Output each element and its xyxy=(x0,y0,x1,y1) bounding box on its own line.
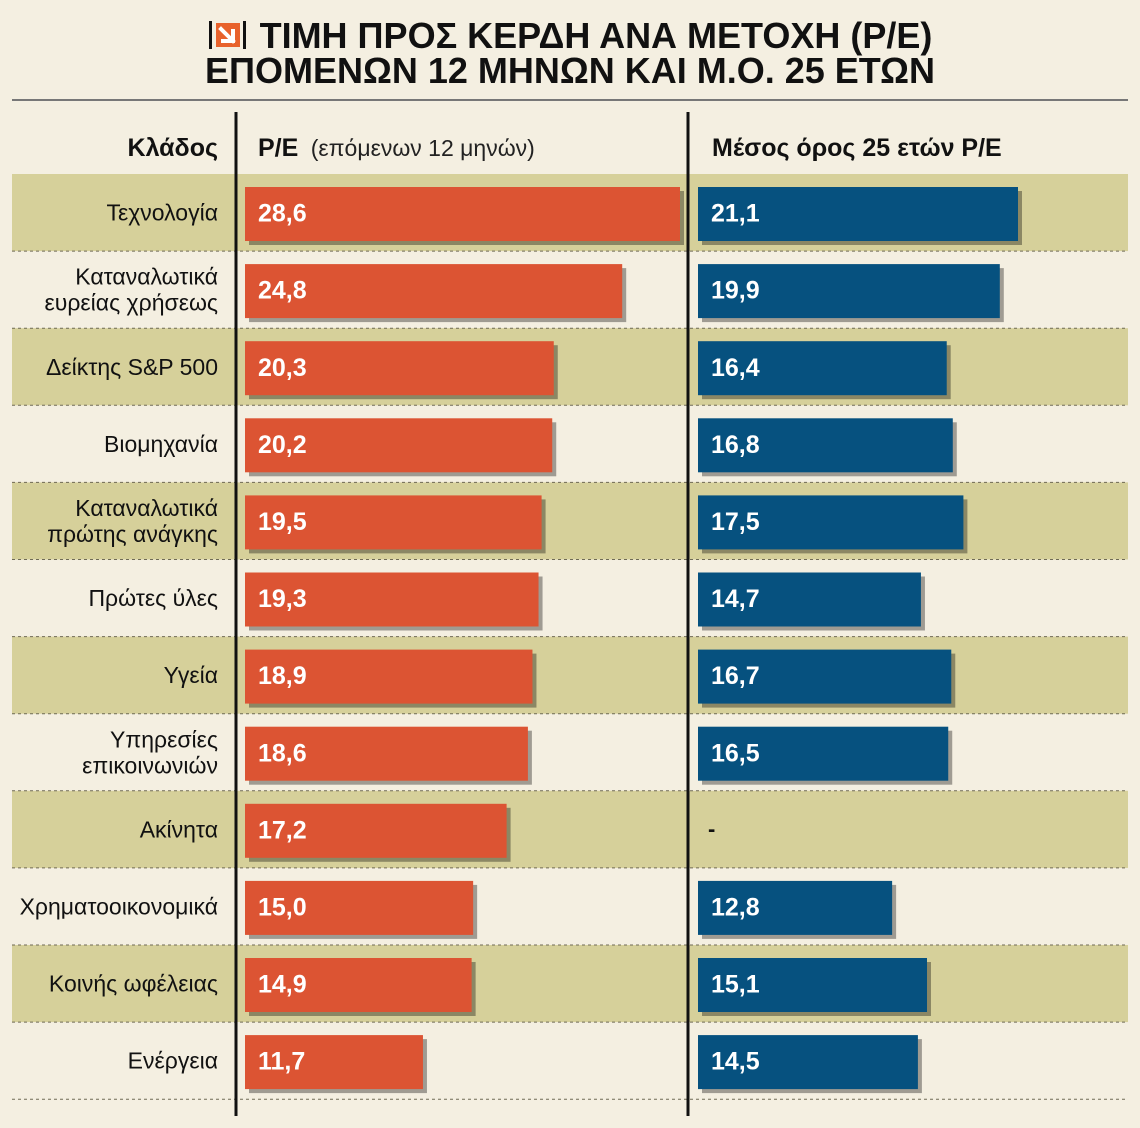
pe-bar xyxy=(245,264,623,319)
header-pe: P/E (επόμενων 12 μηνών) xyxy=(258,134,535,162)
category-label: Πρώτες ύλες xyxy=(88,585,218,611)
chart-title-line2: ΕΠΟΜΕΝΩΝ 12 ΜΗΝΩΝ ΚΑΙ Μ.Ο. 25 ΕΤΩΝ xyxy=(205,50,935,91)
avg-value-label: 19,9 xyxy=(711,277,760,305)
pe-bar xyxy=(245,341,554,396)
pe-bar xyxy=(245,572,539,627)
category-label: Ακίνητα xyxy=(140,816,218,842)
pe-series: 28,6 24,8 20,3 20,2 19,5 19,3 18,9 18,6 17,2 15,0… xyxy=(245,187,684,1094)
header-category: Κλάδος xyxy=(128,134,218,162)
pe-value-label: 18,6 xyxy=(258,739,307,767)
avg-value-label: 16,7 xyxy=(711,662,760,690)
category-label: Καταναλωτικά πρώτης ανάγκης xyxy=(47,495,218,547)
header-pe-light: (επόμενων 12 μηνών) xyxy=(311,135,535,161)
pe-bar xyxy=(245,187,680,241)
avg-bar xyxy=(698,958,928,1012)
avg-value-label: 17,5 xyxy=(711,508,760,536)
avg-series: 21,1 19,9 16,4 16,8 17,5 14,7 16,7 16,5 - 12,8 15,… xyxy=(698,187,1022,1094)
pe-value-label: 28,6 xyxy=(258,200,307,228)
pe-value-label: 20,2 xyxy=(258,431,307,459)
category-label: Τεχνολογία xyxy=(106,200,218,226)
avg-bar xyxy=(698,572,921,627)
avg-value-label: 16,5 xyxy=(711,739,760,767)
pe-value-label: 19,5 xyxy=(258,508,307,536)
avg-bar xyxy=(698,880,893,935)
pe-bar xyxy=(245,803,507,858)
category-label-line: Καταναλωτικά xyxy=(75,264,218,290)
pe-value-label: 20,3 xyxy=(258,354,307,382)
row-separators xyxy=(12,250,1128,1100)
header-pe-bold: P/E xyxy=(258,134,298,162)
category-label: Δείκτης S&P 500 xyxy=(46,354,218,380)
category-label: Καταναλωτικά ευρείας χρήσεως xyxy=(45,264,219,316)
avg-bar xyxy=(698,1035,918,1090)
avg-value-label: 15,1 xyxy=(711,971,760,999)
category-label-line: ευρείας χρήσεως xyxy=(45,290,219,316)
pe-value-label: 15,0 xyxy=(258,893,307,921)
avg-value-label: - xyxy=(708,816,715,841)
avg-value-label: 14,5 xyxy=(711,1048,760,1076)
pe-bar xyxy=(245,958,472,1012)
avg-bar xyxy=(698,341,947,396)
pe-bar xyxy=(245,880,474,935)
row-band xyxy=(12,945,1128,1023)
category-label: Ενέργεια xyxy=(128,1048,218,1074)
chart-title-line1: ΤΙΜΗ ΠΡΟΣ ΚΕΡΔΗ ΑΝΑ ΜΕΤΟΧΗ (P/E) xyxy=(260,15,933,56)
row-bands xyxy=(12,174,1128,1023)
avg-bar xyxy=(698,495,964,550)
category-label-line: επικοινωνιών xyxy=(82,752,218,778)
pe-bar xyxy=(245,495,542,550)
category-label: Βιομηχανία xyxy=(104,431,218,457)
avg-bar xyxy=(698,726,949,781)
avg-value-label: 16,8 xyxy=(711,431,760,459)
avg-bar xyxy=(698,418,953,473)
pe-value-label: 18,9 xyxy=(258,662,307,690)
avg-value-label: 12,8 xyxy=(711,893,760,921)
row-band xyxy=(12,790,1128,868)
category-label: Κοινής ωφέλειας xyxy=(49,971,218,997)
category-label: Υπηρεσίες επικοινωνιών xyxy=(82,726,218,778)
header-avg: Μέσος όρος 25 ετών P/E xyxy=(712,134,1002,162)
pe-value-label: 14,9 xyxy=(258,971,307,999)
pe-bar xyxy=(245,649,533,704)
category-label-line: πρώτης ανάγκης xyxy=(47,521,218,547)
avg-bar xyxy=(698,649,952,704)
category-label-line: Υπηρεσίες xyxy=(110,726,218,752)
pe-value-label: 17,2 xyxy=(258,816,307,844)
category-label-line: Καταναλωτικά xyxy=(75,495,218,521)
category-label: Υγεία xyxy=(164,662,218,688)
pe-bar xyxy=(245,1035,423,1090)
category-label: Χρηματοοικονομικά xyxy=(20,893,218,919)
pe-value-label: 24,8 xyxy=(258,277,307,305)
logo-arrow-icon xyxy=(209,21,246,49)
avg-value-label: 14,7 xyxy=(711,585,760,613)
pe-bar xyxy=(245,418,553,473)
pe-bar xyxy=(245,726,528,781)
avg-bar xyxy=(698,187,1018,241)
avg-value-label: 16,4 xyxy=(711,354,760,382)
pe-value-label: 19,3 xyxy=(258,585,307,613)
avg-bar xyxy=(698,264,1000,319)
avg-value-label: 21,1 xyxy=(711,200,760,228)
pe-value-label: 11,7 xyxy=(258,1048,305,1076)
